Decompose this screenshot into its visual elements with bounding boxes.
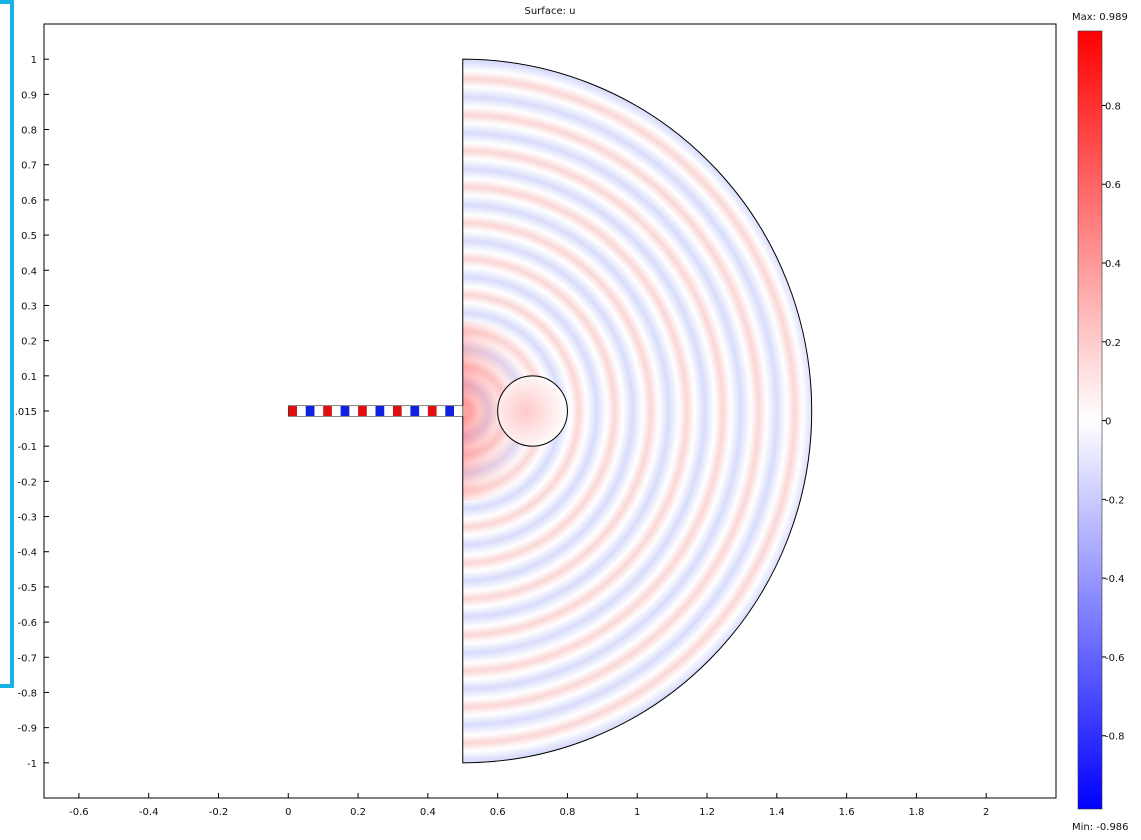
y-tick-label: -0.7 bbox=[17, 653, 37, 664]
waveguide-cell bbox=[349, 405, 359, 417]
waveguide-cell bbox=[454, 405, 464, 417]
y-tick-label: 0.3 bbox=[21, 301, 37, 312]
y-tick-label: -0.1 bbox=[17, 442, 37, 453]
y-tick-label: 0.2 bbox=[21, 337, 37, 348]
colorbar-min-label: Min: -0.986 bbox=[1072, 822, 1129, 833]
x-tick-label: 2 bbox=[983, 807, 989, 818]
colorbar-tick-label: -0.6 bbox=[1105, 653, 1125, 664]
waveguide-cell bbox=[331, 405, 342, 417]
waveguide-cell bbox=[288, 405, 298, 417]
y-tick-label: 0.8 bbox=[21, 126, 37, 137]
waveguide-cell bbox=[401, 405, 411, 417]
waveguide-cell bbox=[314, 405, 324, 417]
waveguide-outline bbox=[287, 405, 464, 417]
y-tick-label: -0.2 bbox=[17, 477, 37, 488]
x-tick-label: 0 bbox=[285, 807, 291, 818]
x-tick-label: 0.6 bbox=[490, 807, 506, 818]
x-tick-label: 1.2 bbox=[699, 807, 715, 818]
waveguide-cell bbox=[340, 405, 350, 417]
colorbar-ticks: 0.8 0.6 0.4 0.2 0 -0.2 -0.4 -0.6 -0.8 bbox=[1102, 101, 1125, 743]
waveguide-cell bbox=[305, 405, 315, 417]
y-tick-label: .015 bbox=[15, 407, 37, 418]
x-tick-label: -0.2 bbox=[209, 807, 229, 818]
colorbar-tick-label: -0.8 bbox=[1105, 732, 1125, 743]
x-tick-label: 0.8 bbox=[559, 807, 575, 818]
x-tick-label: 0.2 bbox=[350, 807, 366, 818]
y-tick-label: -1 bbox=[27, 759, 37, 770]
waveguide-cell bbox=[410, 405, 420, 417]
x-tick-label: -0.4 bbox=[139, 807, 159, 818]
colorbar-tick-label: -0.4 bbox=[1105, 574, 1125, 585]
selection-highlight bbox=[0, 0, 14, 688]
waveguide-cell bbox=[427, 405, 438, 417]
waveguide-cell bbox=[358, 405, 368, 417]
x-tick-label: 1 bbox=[634, 807, 640, 818]
colorbar-tick-label: 0.4 bbox=[1105, 259, 1121, 270]
y-tick-label: -0.6 bbox=[17, 618, 37, 629]
plot-title: Surface: u bbox=[525, 6, 576, 17]
waveguide-cell bbox=[366, 405, 377, 417]
x-tick-label: 0.4 bbox=[420, 807, 436, 818]
colorbar-tick-label: 0.6 bbox=[1105, 180, 1121, 191]
y-tick-label: -0.4 bbox=[17, 548, 37, 559]
y-tick-label: 0.4 bbox=[21, 266, 37, 277]
waveguide-cell bbox=[375, 405, 385, 417]
scatterer-circle bbox=[497, 375, 568, 447]
waveguide-cell bbox=[297, 405, 307, 417]
near-field-glow bbox=[462, 321, 553, 501]
y-tick-label: -0.3 bbox=[17, 513, 37, 524]
x-tick-label: 1.4 bbox=[769, 807, 785, 818]
half-disk-boundary bbox=[462, 58, 813, 764]
x-axis-ticks: -0.6 -0.4 -0.2 0 0.2 0.4 0.6 0.8 1 1.2 1.4 1.6 1.8 2 bbox=[69, 793, 989, 818]
waveguide-cell bbox=[392, 405, 403, 417]
colorbar-tick-label: 0.2 bbox=[1105, 338, 1121, 349]
waveguide-cell bbox=[323, 405, 333, 417]
waveguide-cell bbox=[436, 405, 446, 417]
colorbar-tick-label: -0.2 bbox=[1105, 495, 1125, 506]
colorbar-max-label: Max: 0.989 bbox=[1072, 12, 1128, 23]
waveguide-cell bbox=[419, 405, 429, 417]
waveguide-cell bbox=[445, 405, 455, 417]
y-tick-label: 0.1 bbox=[21, 372, 37, 383]
y-tick-label: -0.9 bbox=[17, 724, 37, 735]
x-tick-label: 1.8 bbox=[908, 807, 924, 818]
x-tick-label: 1.6 bbox=[839, 807, 855, 818]
y-tick-label: 0.6 bbox=[21, 196, 37, 207]
waveguide bbox=[287, 405, 464, 417]
colorbar-tick-label: 0 bbox=[1105, 417, 1111, 428]
y-axis-ticks: 1 0.9 0.8 0.7 0.6 0.5 0.4 0.3 0.2 0.1 .015 -0.1 -0.2… bbox=[15, 55, 49, 770]
y-tick-label: 1 bbox=[31, 55, 37, 66]
x-tick-label: -0.6 bbox=[69, 807, 89, 818]
y-tick-label: -0.8 bbox=[17, 688, 37, 699]
y-tick-label: 0.9 bbox=[21, 90, 37, 101]
waveguide-cell bbox=[384, 405, 394, 417]
y-tick-label: 0.7 bbox=[21, 161, 37, 172]
y-tick-label: 0.5 bbox=[21, 231, 37, 242]
colorbar-tick-label: 0.8 bbox=[1105, 101, 1121, 112]
colorbar bbox=[1077, 30, 1103, 810]
y-tick-label: -0.5 bbox=[17, 583, 37, 594]
